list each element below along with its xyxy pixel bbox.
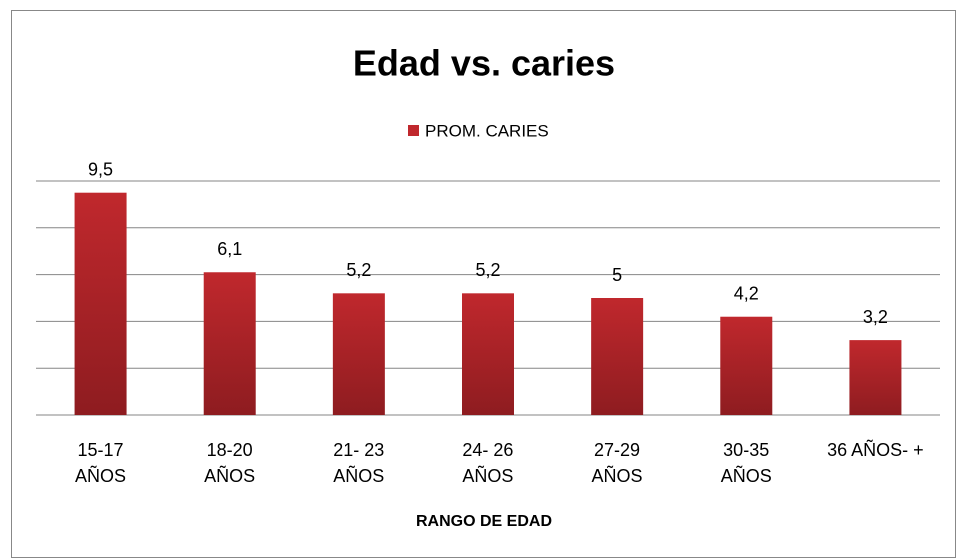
data-label: 5: [612, 265, 622, 285]
bar: [203, 272, 256, 415]
legend-label: PROM. CARIES: [425, 121, 549, 140]
bar: [332, 293, 385, 415]
bar: [74, 192, 127, 415]
bar: [849, 340, 902, 415]
data-label: 9,5: [88, 159, 113, 179]
x-tick-label: 36 AÑOS- +: [827, 440, 924, 460]
bar: [462, 293, 514, 415]
data-label: 4,2: [734, 283, 759, 303]
x-tick-label: 27-29 AÑOS: [591, 440, 643, 486]
x-tick-label: 18-20 AÑOS: [204, 440, 256, 486]
x-axis-title: RANGO DE EDAD: [416, 513, 552, 530]
chart-frame: [11, 10, 956, 558]
chart-title: Edad vs. caries: [353, 43, 615, 84]
x-tick-label: 30-35 AÑOS: [720, 440, 772, 486]
data-label: 6,1: [217, 239, 242, 259]
x-tick-label: 15-17 AÑOS: [74, 440, 126, 486]
x-tick-label: 24- 26 AÑOS: [462, 440, 514, 486]
data-label: 5,2: [346, 260, 371, 280]
bar: [591, 298, 644, 415]
data-label: 3,2: [863, 307, 888, 327]
bar: [720, 316, 773, 415]
data-label: 5,2: [475, 260, 500, 280]
x-tick-label: 21- 23 AÑOS: [333, 440, 385, 486]
legend-swatch: [408, 125, 419, 136]
